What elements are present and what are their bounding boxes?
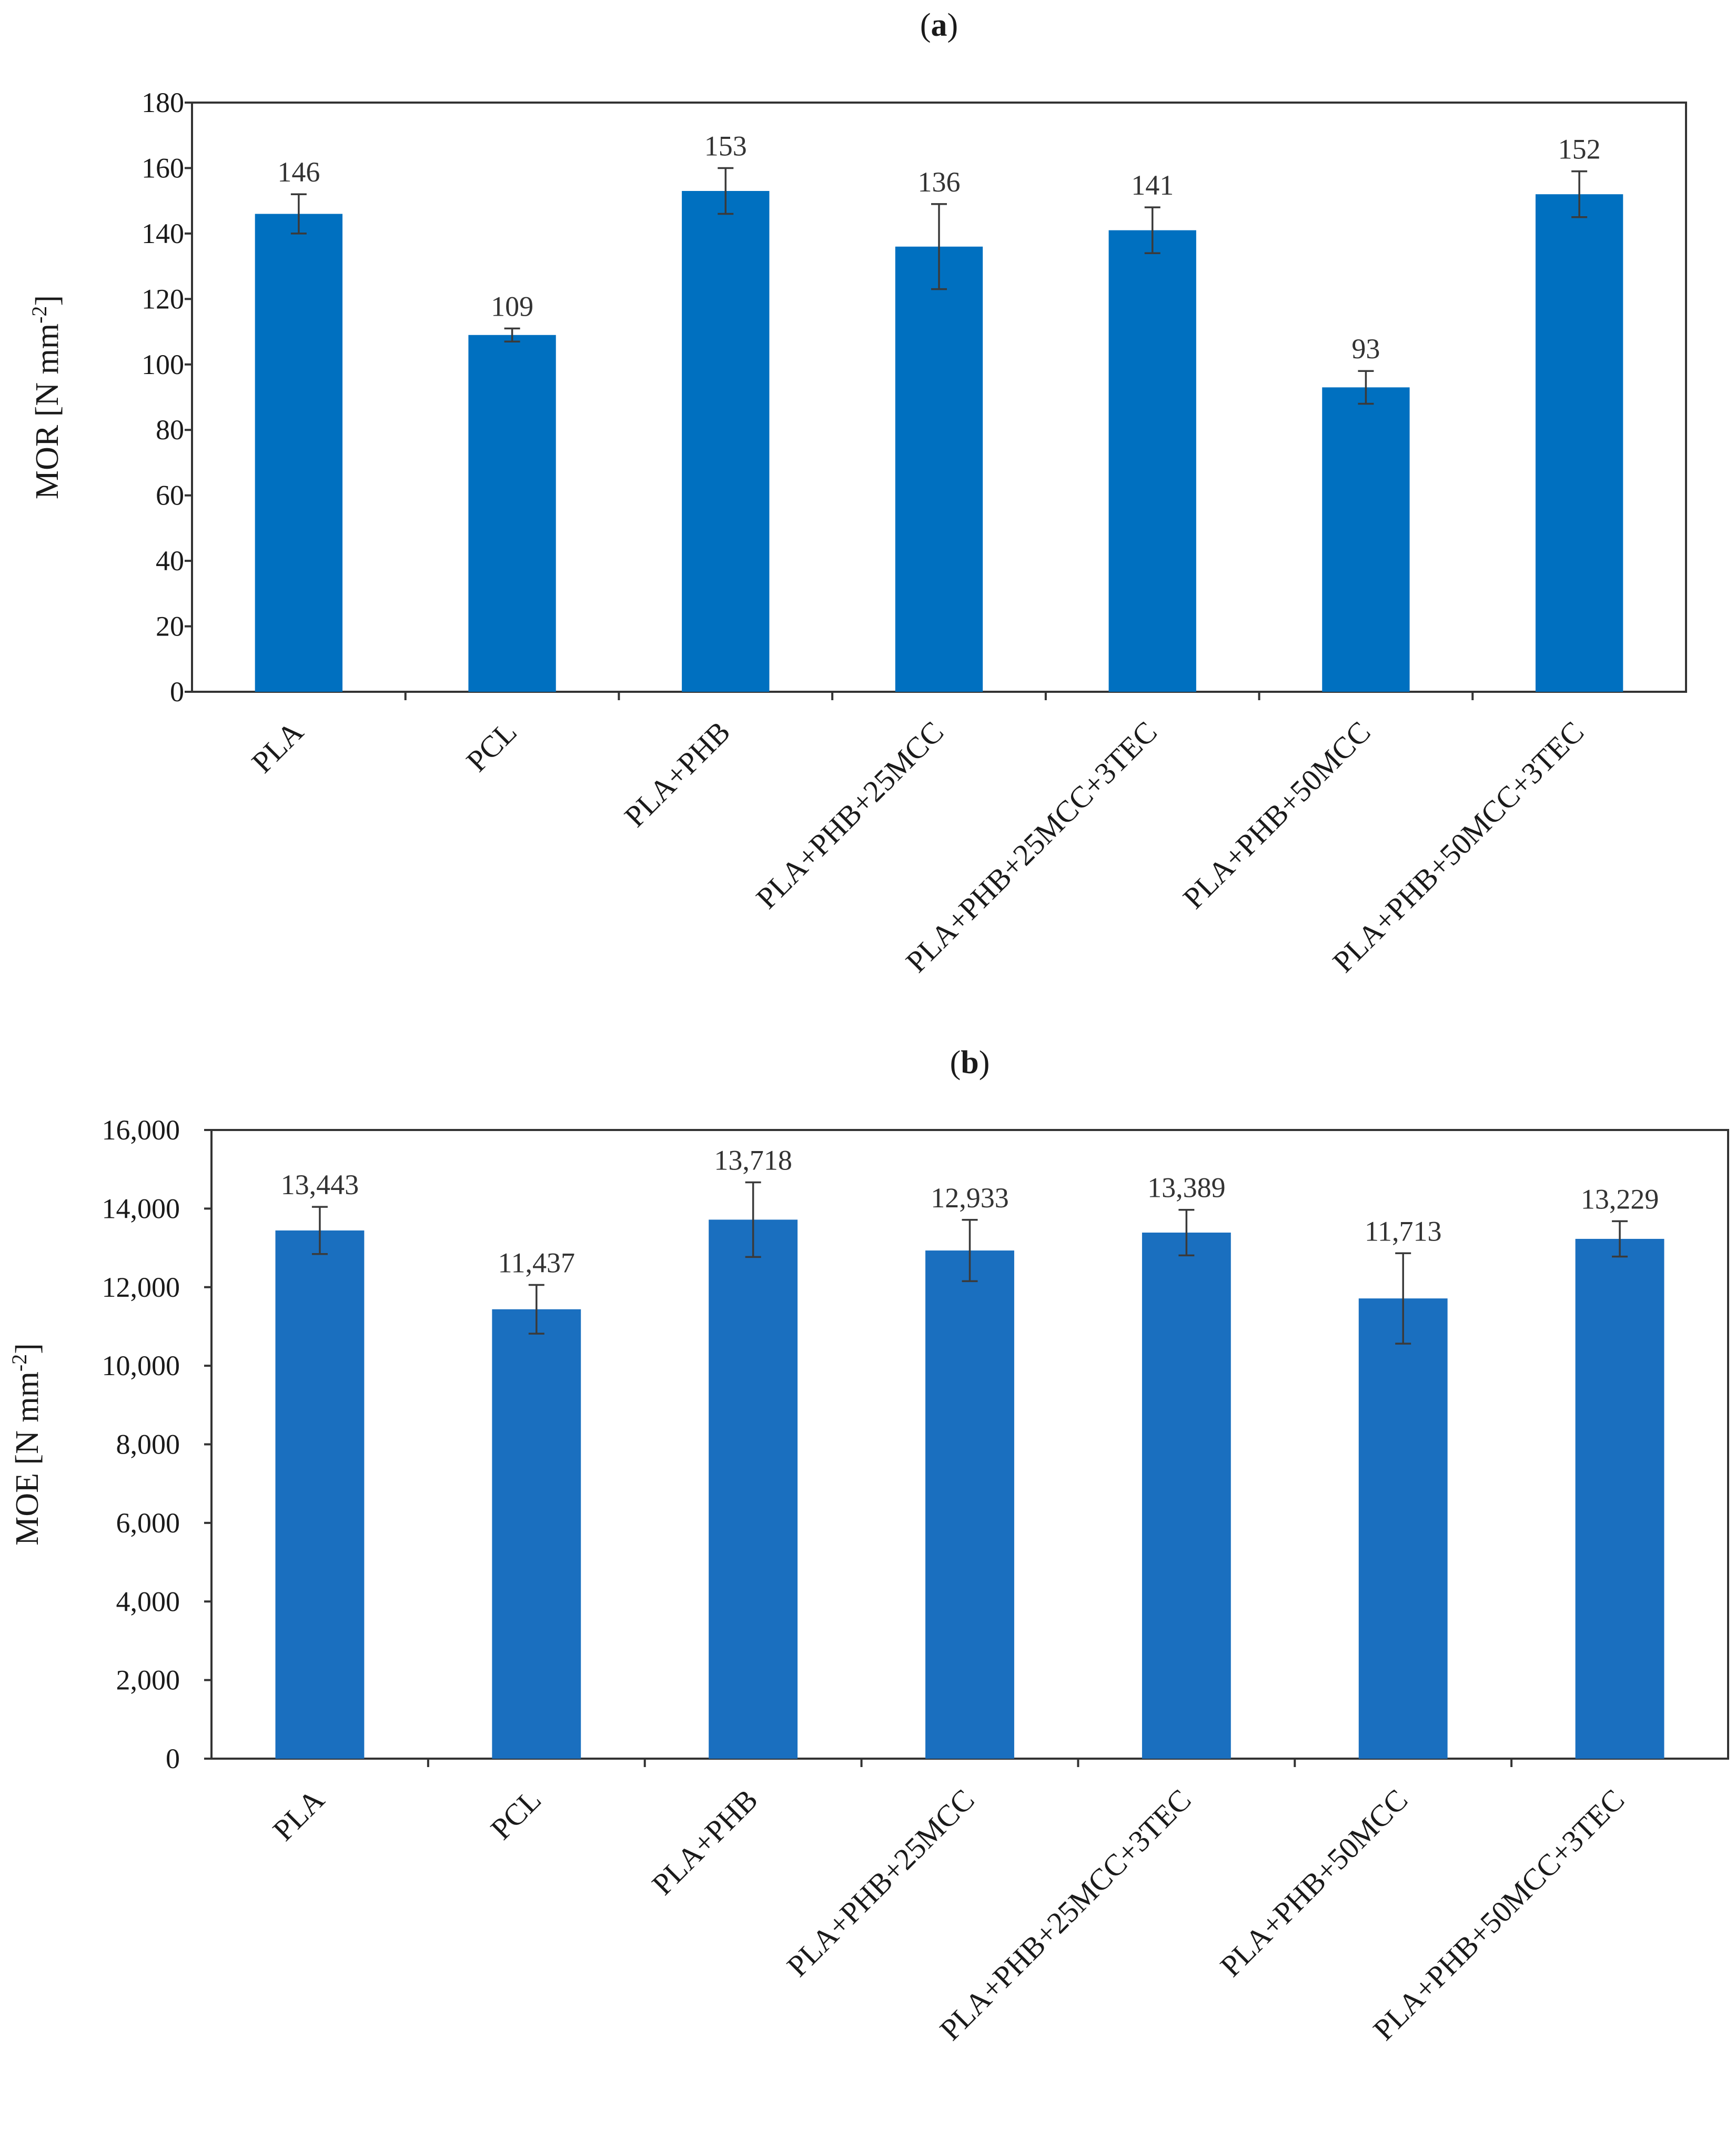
x-category-label: PLA+PHB+25MCC [780, 1782, 981, 1983]
data-label: 13,229 [1581, 1183, 1659, 1215]
y-tick-label: 6,000 [116, 1507, 180, 1539]
y-tick-label: 40 [156, 545, 184, 577]
bar-pla-phb-25mcc [925, 1250, 1014, 1759]
panel-label: (b) [950, 1045, 990, 1081]
data-label: 153 [704, 130, 747, 162]
y-tick-label: 4,000 [116, 1586, 180, 1617]
data-label: 13,443 [281, 1169, 359, 1200]
data-label: 11,713 [1365, 1215, 1442, 1247]
x-category-label: PLA+PHB+25MCC+3TEC [933, 1782, 1198, 2047]
x-category-label: PLA+PHB [645, 1782, 764, 1901]
x-category-label: PCL [460, 714, 523, 778]
y-tick-label: 16,000 [102, 1114, 180, 1146]
bar-pla-phb-25mcc [895, 246, 983, 692]
y-tick-label: 20 [156, 611, 184, 642]
x-category-label: PLA+PHB [618, 714, 736, 833]
x-category-label: PLA+PHB+50MCC+3TEC [1326, 714, 1591, 979]
x-category-label: PLA+PHB+50MCC+3TEC [1367, 1782, 1631, 2047]
bar-pla-phb [709, 1219, 798, 1759]
x-category-label: PLA+PHB+25MCC [750, 714, 951, 915]
data-label: 11,437 [498, 1247, 576, 1278]
data-label: 93 [1351, 333, 1380, 365]
x-category-label: PLA+PHB+25MCC+3TEC [899, 714, 1164, 979]
data-label: 136 [918, 166, 961, 198]
data-label: 13,389 [1147, 1172, 1226, 1204]
data-label: 141 [1131, 169, 1174, 201]
bar-pla-phb-25mcc-3tec [1142, 1233, 1231, 1759]
data-label: 13,718 [714, 1144, 792, 1176]
y-tick-label: 80 [156, 414, 184, 446]
y-tick-label: 10,000 [102, 1350, 180, 1381]
x-category-label: PCL [484, 1782, 548, 1846]
bar-pla-phb-50mcc-3tec [1535, 194, 1623, 692]
x-category-label: PLA [245, 714, 310, 780]
y-tick-label: 12,000 [102, 1272, 180, 1303]
y-axis-label: MOR [N mm-2] [27, 295, 65, 499]
x-category-label: PLA+PHB+50MCC [1176, 714, 1377, 915]
bar-pla-phb-50mcc [1322, 387, 1410, 692]
bar-pla-phb-50mcc-3tec [1575, 1238, 1664, 1759]
data-label: 146 [277, 156, 320, 188]
bar-pla-phb-50mcc [1358, 1298, 1448, 1759]
panel-label: (a) [920, 7, 958, 43]
y-tick-label: 60 [156, 480, 184, 511]
y-tick-label: 120 [142, 283, 184, 315]
y-tick-label: 0 [170, 676, 184, 708]
x-category-label: PLA+PHB+50MCC [1214, 1782, 1415, 1983]
bar-pla-phb-25mcc-3tec [1108, 230, 1196, 692]
bar-pcl [468, 335, 556, 692]
data-label: 12,933 [931, 1182, 1009, 1214]
data-label: 109 [491, 290, 533, 322]
data-label: 152 [1558, 134, 1601, 165]
y-tick-label: 0 [166, 1743, 180, 1774]
y-tick-label: 160 [142, 152, 184, 184]
y-tick-label: 8,000 [116, 1429, 180, 1460]
bar-pla-phb [682, 191, 770, 692]
bar-pla [255, 214, 343, 692]
bar-pcl [492, 1309, 581, 1759]
x-category-label: PLA [266, 1782, 331, 1848]
y-tick-label: 140 [142, 218, 184, 249]
y-tick-label: 14,000 [102, 1193, 180, 1224]
y-tick-label: 2,000 [116, 1664, 180, 1696]
y-tick-label: 180 [142, 87, 184, 118]
chart-a: (a) 0 20 40 60 80 100 120 140 160 180 MOR [N mm-2] 1… [27, 7, 1687, 979]
bar-pla [275, 1230, 365, 1759]
y-tick-label: 100 [142, 349, 184, 380]
y-axis-label: MOE [N mm-2] [7, 1343, 45, 1546]
chart-b: (b) 0 2,000 4,000 6,000 8,000 10,000 12,000 14,0… [7, 1045, 1729, 2047]
